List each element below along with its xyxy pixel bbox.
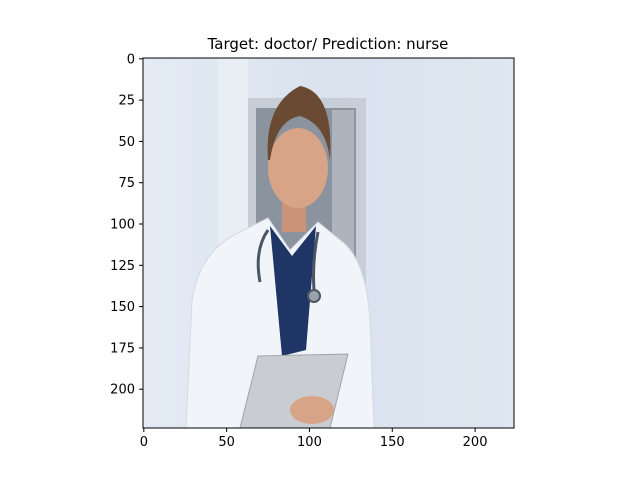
y-tick-label: 0 [127, 52, 135, 67]
face [268, 128, 328, 208]
hand [290, 396, 334, 424]
y-axis: 0 25 50 75 100 125 150 175 200 [110, 52, 143, 398]
y-tick-label: 175 [110, 341, 135, 356]
x-axis: 0 50 100 150 200 [140, 428, 488, 450]
y-tick-label: 75 [118, 176, 135, 191]
y-tick-label: 50 [118, 135, 135, 150]
x-tick-label: 100 [297, 435, 322, 450]
x-tick-label: 50 [218, 435, 235, 450]
axes-frame [142, 57, 515, 429]
y-tick-label: 125 [110, 259, 135, 274]
photo-doctor [143, 58, 514, 428]
y-tick-label: 150 [110, 300, 135, 315]
x-tick-label: 200 [463, 435, 488, 450]
y-tick-label: 100 [110, 218, 135, 233]
y-tick-label: 25 [118, 94, 135, 109]
x-tick-label: 0 [140, 435, 148, 450]
blue-shirt [270, 226, 316, 356]
stethoscope [256, 229, 320, 291]
figure-title: Target: doctor/ Prediction: nurse [207, 35, 449, 53]
x-tick-label: 150 [380, 435, 405, 450]
y-tick-label: 200 [110, 383, 135, 398]
hair [267, 86, 331, 160]
